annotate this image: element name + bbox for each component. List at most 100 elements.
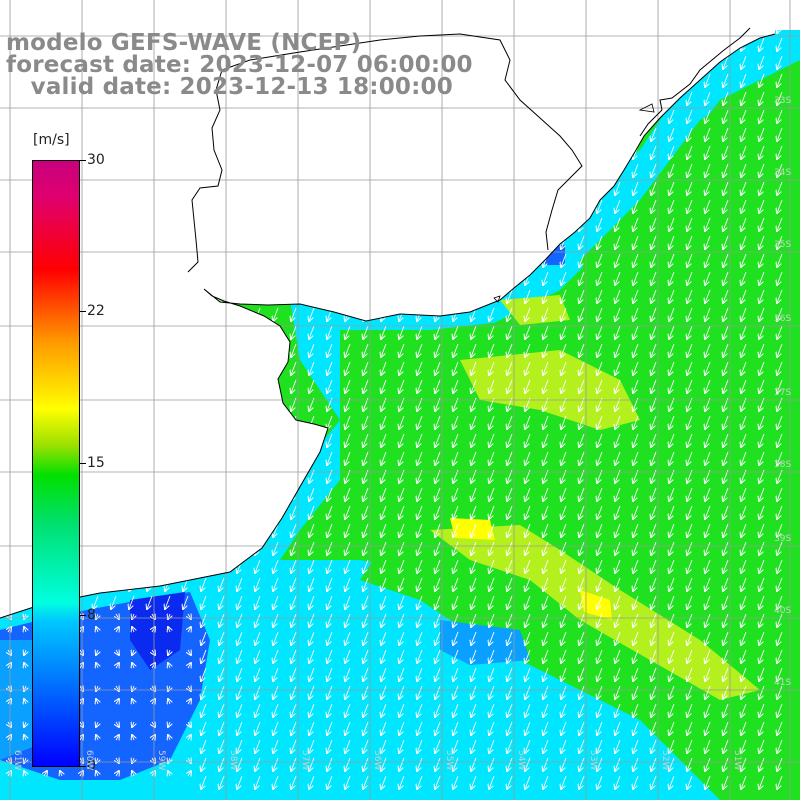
wind-arrow [363,199,369,213]
wind-arrow [525,289,531,303]
wind-arrow [579,307,585,321]
wind-arrow [273,433,279,447]
wind-arrow [687,451,693,465]
wind-arrow [687,361,693,375]
wind-arrow [597,55,603,69]
wind-arrow [435,181,441,195]
wind-arrow [723,631,729,645]
wind-arrow [111,145,117,159]
wind-arrow [759,199,765,213]
wind-arrow [597,631,603,645]
wind-arrow [651,505,657,519]
wind-arrow [201,235,207,249]
wind-arrow [633,577,639,591]
wind-arrow [111,307,117,321]
wind-arrow [507,271,513,285]
wind-arrow [381,325,387,339]
wind-arrow [759,271,765,285]
wind-arrow [3,109,9,123]
wind-arrow [759,325,765,339]
wind-arrow [723,91,729,105]
lat-label: 34S [774,168,792,178]
lat-label: 37S [774,388,792,398]
wind-arrow [507,613,513,627]
wind-arrow [705,109,711,123]
wind-arrow [417,217,423,231]
wind-arrow [489,145,495,159]
wind-arrow [525,30,531,33]
wind-arrow [21,415,27,429]
wind-arrow [777,595,783,609]
wind-arrow [723,451,729,465]
wind-arrow [345,631,351,645]
wind-arrow [255,289,261,303]
wind-arrow [471,541,477,555]
wind-arrow [399,181,405,195]
wind-arrow [579,289,585,303]
wind-arrow [687,487,693,501]
wind-arrow [345,127,351,141]
wind-arrow [435,163,441,177]
wind-arrow [327,199,333,213]
wind-arrow [687,109,693,123]
wind-arrow [327,235,333,249]
wind-arrow [615,433,621,447]
wind-arrow [309,595,315,609]
wind-arrow [309,145,315,159]
wind-arrow [633,30,639,33]
wind-arrow [417,343,423,357]
wind-arrow [165,361,171,375]
wind-arrow [165,325,171,339]
wind-arrow [381,559,387,573]
wind-arrow [183,325,189,339]
lat-label: 40S [774,606,792,616]
wind-arrow [453,37,459,51]
wind-arrow [453,523,459,537]
wind-arrow [111,433,117,447]
wind-arrow [21,109,27,123]
wind-arrow [381,109,387,123]
wind-arrow [633,199,639,213]
wind-arrow [651,595,657,609]
wind-arrow [291,343,297,357]
wind-arrow [741,253,747,267]
wind-arrow [777,55,783,69]
wind-arrow [21,199,27,213]
wind-arrow [57,109,63,123]
wind-arrow [489,199,495,213]
wind-arrow [219,199,225,213]
wind-arrow [705,199,711,213]
wind-arrow [525,379,531,393]
wind-arrow [561,415,567,429]
wind-arrow [237,577,243,591]
wind-arrow [687,559,693,573]
wind-arrow [561,55,567,69]
wind-arrow [111,127,117,141]
wind-arrow [111,541,117,555]
wind-arrow [561,127,567,141]
wind-arrow [705,361,711,375]
wind-arrow [525,253,531,267]
wind-arrow [489,379,495,393]
wind-arrow [255,181,261,195]
wind-arrow [615,541,621,555]
wind-arrow [165,199,171,213]
wind-arrow [417,631,423,645]
wind-arrow [165,253,171,267]
wind-arrow [525,199,531,213]
wind-arrow [723,325,729,339]
wind-arrow [3,379,9,393]
wind-arrow [453,271,459,285]
wind-arrow [291,505,297,519]
wind-arrow [525,631,531,645]
wind-arrow [399,253,405,267]
wind-arrow [219,181,225,195]
wind-arrow [96,627,98,632]
wind-arrow [291,217,297,231]
wind-arrow [291,127,297,141]
wind-arrow [201,127,207,141]
wind-arrow [21,253,27,267]
wind-arrow [687,91,693,105]
wind-arrow [453,451,459,465]
